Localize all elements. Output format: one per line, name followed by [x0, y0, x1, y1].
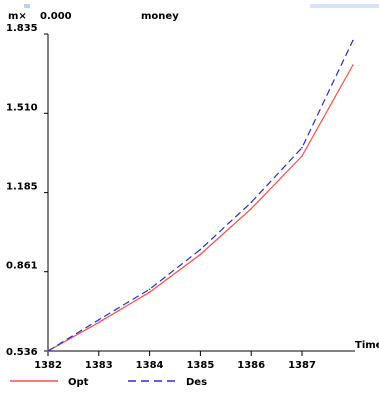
cursor-label: m× [8, 11, 27, 22]
legend: Opt Des [10, 377, 207, 388]
axes: 0.536 0.861 1.185 1.510 1.835 1382 1383 1384 138… [6, 23, 355, 371]
x-tick-label: 1382 [34, 360, 62, 371]
top-border-segment [24, 4, 30, 8]
x-tick-label: 1387 [288, 360, 316, 371]
legend-label-opt: Opt [68, 377, 89, 388]
data-point-opt [98, 321, 100, 324]
x-axis-title: Time [355, 340, 379, 351]
y-tick-label: 1.185 [6, 182, 38, 193]
y-tick-label: 1.510 [6, 102, 38, 113]
data-point-des [47, 350, 49, 352]
y-tick-label: 0.536 [6, 347, 38, 358]
data-point-des [199, 248, 202, 251]
y-tick-label: 1.835 [6, 23, 38, 34]
legend-label-des: Des [186, 377, 207, 388]
data-point-des [352, 39, 354, 42]
x-tick-label: 1384 [136, 360, 164, 371]
y-tick-label: 0.861 [6, 261, 38, 272]
data-point-des [98, 318, 100, 321]
x-tick-label: 1383 [85, 360, 113, 371]
data-point-des [301, 146, 303, 149]
data-point-des [250, 201, 252, 204]
top-border-segment [310, 4, 379, 8]
x-tick-label: 1386 [237, 360, 265, 371]
variable-name: money [141, 11, 179, 22]
x-tick-label: 1385 [186, 360, 214, 371]
data-point-opt [250, 207, 252, 210]
data-point-opt [199, 253, 202, 256]
data-point-opt [301, 155, 303, 157]
cursor-value: 0.000 [40, 11, 72, 22]
data-point-des [148, 288, 151, 291]
data-point-opt [148, 291, 151, 293]
data-point-opt [352, 64, 354, 67]
series-layer [47, 39, 354, 352]
